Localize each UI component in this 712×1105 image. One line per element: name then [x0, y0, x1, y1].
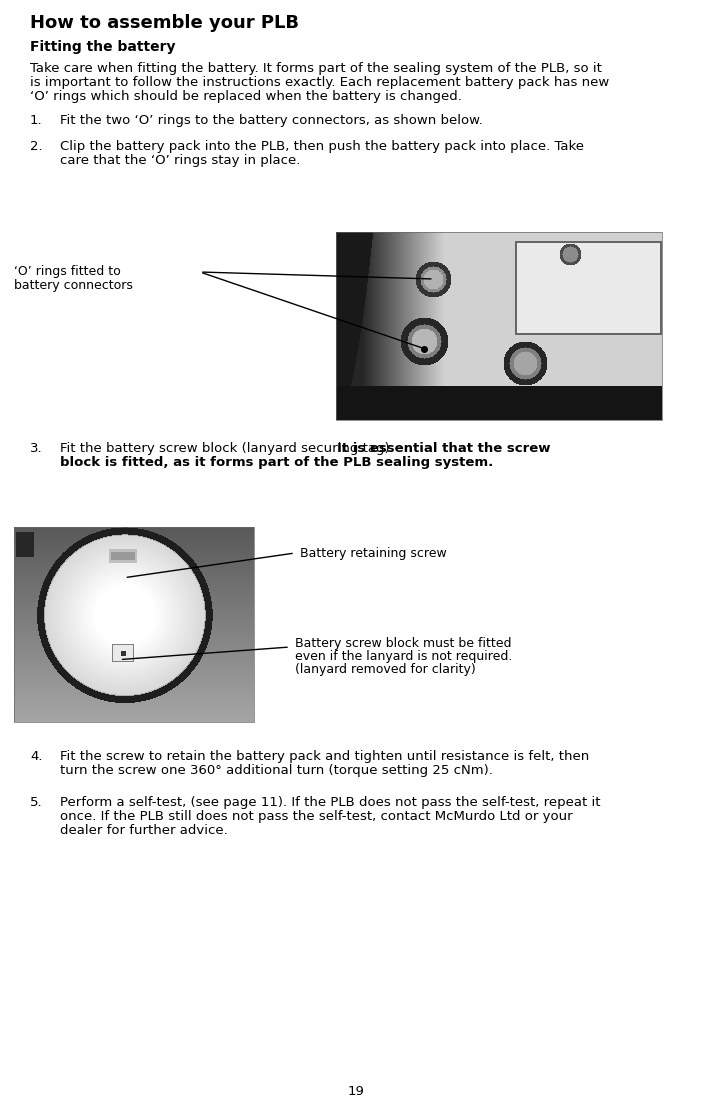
Text: ‘O’ rings which should be replaced when the battery is changed.: ‘O’ rings which should be replaced when …	[30, 90, 462, 103]
Text: dealer for further advice.: dealer for further advice.	[60, 824, 228, 836]
Text: 1.: 1.	[30, 114, 43, 127]
Text: (lanyard removed for clarity): (lanyard removed for clarity)	[295, 663, 476, 676]
Text: Battery screw block must be fitted: Battery screw block must be fitted	[295, 636, 511, 650]
Text: Fit the two ‘O’ rings to the battery connectors, as shown below.: Fit the two ‘O’ rings to the battery con…	[60, 114, 483, 127]
Text: 4.: 4.	[30, 750, 43, 762]
Text: 5.: 5.	[30, 796, 43, 809]
Text: Perform a self-test, (see page 11). If the PLB does not pass the self-test, repe: Perform a self-test, (see page 11). If t…	[60, 796, 600, 809]
Text: It is essential that the screw: It is essential that the screw	[337, 442, 550, 455]
Text: 2.: 2.	[30, 140, 43, 152]
Text: block is fitted, as it forms part of the PLB sealing system.: block is fitted, as it forms part of the…	[60, 456, 493, 469]
Text: care that the ‘O’ rings stay in place.: care that the ‘O’ rings stay in place.	[60, 154, 300, 167]
Text: Fitting the battery: Fitting the battery	[30, 40, 175, 54]
Text: 3.: 3.	[30, 442, 43, 455]
Text: Clip the battery pack into the PLB, then push the battery pack into place. Take: Clip the battery pack into the PLB, then…	[60, 140, 584, 152]
Text: Fit the screw to retain the battery pack and tighten until resistance is felt, t: Fit the screw to retain the battery pack…	[60, 750, 590, 762]
Text: Take care when fitting the battery. It forms part of the sealing system of the P: Take care when fitting the battery. It f…	[30, 62, 602, 75]
Text: turn the screw one 360° additional turn (torque setting 25 cNm).: turn the screw one 360° additional turn …	[60, 764, 493, 777]
Text: How to assemble your PLB: How to assemble your PLB	[30, 14, 299, 32]
Text: is important to follow the instructions exactly. Each replacement battery pack h: is important to follow the instructions …	[30, 76, 609, 90]
Text: ‘O’ rings fitted to: ‘O’ rings fitted to	[14, 265, 121, 278]
Text: Battery retaining screw: Battery retaining screw	[300, 547, 446, 560]
Text: Fit the battery screw block (lanyard securing tag).: Fit the battery screw block (lanyard sec…	[60, 442, 398, 455]
Text: battery connectors: battery connectors	[14, 278, 133, 292]
Text: 19: 19	[347, 1085, 365, 1098]
Bar	[14, 527, 254, 722]
Text: even if the lanyard is not required.: even if the lanyard is not required.	[295, 650, 513, 663]
Text: once. If the PLB still does not pass the self-test, contact McMurdo Ltd or your: once. If the PLB still does not pass the…	[60, 810, 572, 823]
Bar	[336, 232, 662, 420]
